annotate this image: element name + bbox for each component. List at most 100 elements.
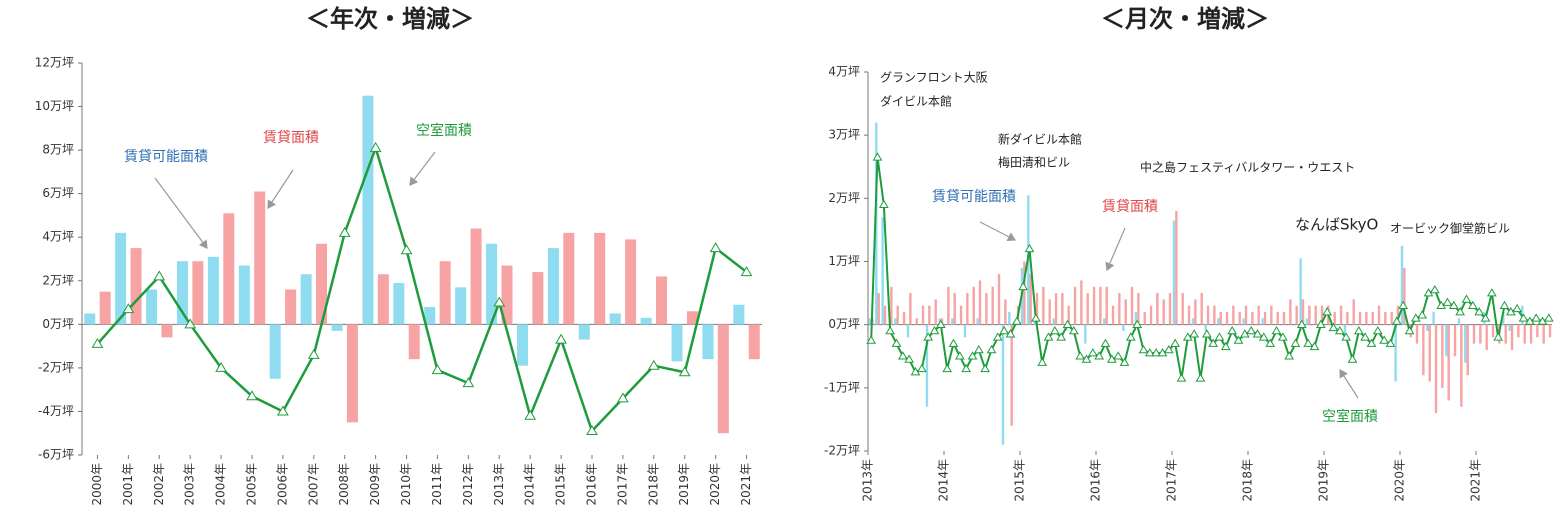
bar bbox=[902, 312, 906, 325]
x-tick-label: 2003年 bbox=[183, 463, 197, 506]
bar bbox=[1080, 280, 1083, 325]
marker bbox=[1068, 325, 1079, 335]
marker bbox=[1265, 338, 1276, 347]
marker bbox=[1043, 332, 1054, 341]
bar bbox=[972, 286, 975, 325]
marker bbox=[1461, 294, 1472, 303]
bar bbox=[1042, 286, 1045, 325]
x-tick-label: 2017年 bbox=[1165, 459, 1179, 502]
bar bbox=[1175, 210, 1178, 325]
bar bbox=[486, 243, 498, 325]
marker bbox=[1246, 325, 1257, 335]
bar bbox=[963, 324, 967, 338]
bar bbox=[938, 318, 941, 325]
bar bbox=[877, 293, 880, 325]
bar bbox=[1168, 293, 1172, 325]
bar bbox=[1238, 312, 1241, 325]
marker bbox=[709, 242, 722, 253]
bar bbox=[115, 232, 127, 325]
annotation: ダイビル本館 bbox=[880, 94, 952, 109]
bar bbox=[1445, 324, 1448, 357]
marker bbox=[493, 296, 506, 307]
marker bbox=[1252, 329, 1263, 338]
bar bbox=[1523, 324, 1526, 344]
bar bbox=[1434, 324, 1438, 414]
marker bbox=[866, 335, 877, 344]
bar bbox=[161, 324, 173, 338]
bar bbox=[906, 324, 910, 338]
bar bbox=[84, 313, 96, 325]
bar bbox=[1137, 293, 1140, 325]
marker bbox=[973, 344, 984, 354]
bar bbox=[1460, 324, 1463, 407]
bar bbox=[1251, 312, 1254, 325]
marker bbox=[999, 325, 1010, 335]
x-tick-label: 2005年 bbox=[245, 463, 259, 506]
bar bbox=[1415, 324, 1419, 344]
bar bbox=[207, 256, 219, 325]
bar bbox=[1466, 324, 1469, 376]
bar bbox=[238, 265, 250, 325]
bar bbox=[1491, 324, 1495, 338]
marker bbox=[1144, 348, 1155, 357]
bar bbox=[516, 324, 528, 366]
bar bbox=[470, 228, 482, 325]
x-tick-label: 2002年 bbox=[152, 463, 166, 506]
arrow bbox=[267, 169, 294, 210]
marker bbox=[1277, 332, 1288, 341]
bar bbox=[1453, 324, 1457, 357]
bar bbox=[976, 318, 979, 325]
marker bbox=[885, 325, 896, 335]
marker bbox=[878, 199, 889, 208]
marker bbox=[617, 392, 629, 403]
bar bbox=[881, 217, 884, 325]
marker bbox=[916, 363, 927, 373]
marker bbox=[1442, 297, 1453, 306]
bar bbox=[1428, 324, 1431, 382]
x-tick-label: 2000年 bbox=[90, 463, 104, 506]
bar bbox=[1232, 305, 1235, 325]
bar bbox=[896, 305, 899, 325]
marker bbox=[400, 244, 413, 255]
marker bbox=[1049, 325, 1060, 335]
bar bbox=[1472, 324, 1476, 344]
x-tick-label: 2021年 bbox=[739, 463, 753, 506]
bar bbox=[1343, 324, 1347, 338]
annotation: 中之島フェスティバルタワー・ウエスト bbox=[1140, 160, 1355, 175]
bar bbox=[1048, 299, 1051, 325]
marker bbox=[1062, 319, 1073, 328]
bar bbox=[1358, 312, 1362, 325]
series-label: 空室面積 bbox=[416, 122, 472, 139]
x-tick-label: 2020年 bbox=[708, 463, 722, 506]
marker bbox=[1429, 284, 1440, 294]
bar bbox=[1441, 324, 1444, 388]
marker bbox=[1258, 332, 1269, 341]
marker bbox=[1417, 310, 1428, 319]
annotation: なんばSkyO bbox=[1295, 216, 1378, 234]
bar bbox=[1352, 299, 1355, 325]
bar bbox=[1054, 293, 1058, 325]
x-tick-label: 2019年 bbox=[677, 463, 691, 506]
marker bbox=[1480, 313, 1491, 322]
bar bbox=[959, 305, 963, 325]
bar bbox=[1396, 305, 1400, 325]
y-tick-label: -2万坪 bbox=[38, 360, 74, 374]
arrow bbox=[1105, 227, 1126, 272]
bar bbox=[1162, 299, 1165, 325]
y-tick-label: 4万坪 bbox=[42, 230, 74, 244]
bar bbox=[1181, 293, 1184, 325]
bar bbox=[915, 318, 918, 325]
bar bbox=[1217, 318, 1220, 325]
marker bbox=[1284, 351, 1295, 360]
bar bbox=[1105, 286, 1108, 325]
bar bbox=[594, 232, 606, 325]
bar bbox=[1377, 305, 1381, 325]
marker bbox=[1360, 332, 1371, 341]
x-tick-label: 2011年 bbox=[430, 463, 444, 506]
marker bbox=[1404, 325, 1415, 335]
bar bbox=[285, 289, 297, 325]
marker bbox=[555, 333, 567, 344]
bar bbox=[656, 276, 668, 325]
bar bbox=[1029, 274, 1032, 325]
y-tick-label: 8万坪 bbox=[42, 143, 74, 157]
